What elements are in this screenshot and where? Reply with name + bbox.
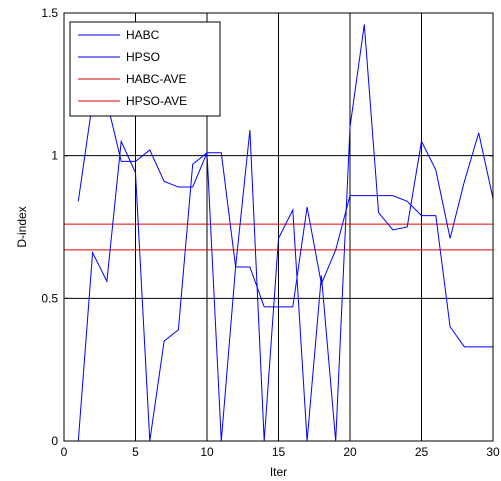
x-tick-label: 25 [415,445,429,459]
series-line-habc [77,100,493,348]
series-line-hpso [77,24,494,442]
legend: HABC HPSO HABC-AVE HPSO-AVE [69,21,221,117]
y-tick-label: 1.5 [41,6,58,20]
y-tick-label: 0.5 [41,291,58,305]
x-tick-label: 10 [200,445,214,459]
y-tick-label: 0 [51,434,58,448]
legend-box [69,21,221,117]
legend-label: HABC-AVE [126,72,186,86]
series-lines [77,24,494,442]
x-tick-label: 0 [61,445,68,459]
x-axis-label: Iter [270,465,287,479]
legend-label: HPSO [126,50,160,64]
legend-label: HABC [126,28,160,42]
average-lines [64,223,493,251]
x-tick-label: 30 [486,445,500,459]
x-axis-ticks: 0 5 10 15 20 25 30 [61,13,500,459]
y-axis-label: D-index [15,206,29,247]
x-tick-label: 15 [272,445,286,459]
legend-label: HPSO-AVE [126,94,187,108]
x-tick-label: 5 [132,445,139,459]
x-tick-label: 20 [343,445,357,459]
y-axis-ticks: 0 0.5 1 1.5 [41,6,493,448]
y-tick-label: 1 [51,149,58,163]
